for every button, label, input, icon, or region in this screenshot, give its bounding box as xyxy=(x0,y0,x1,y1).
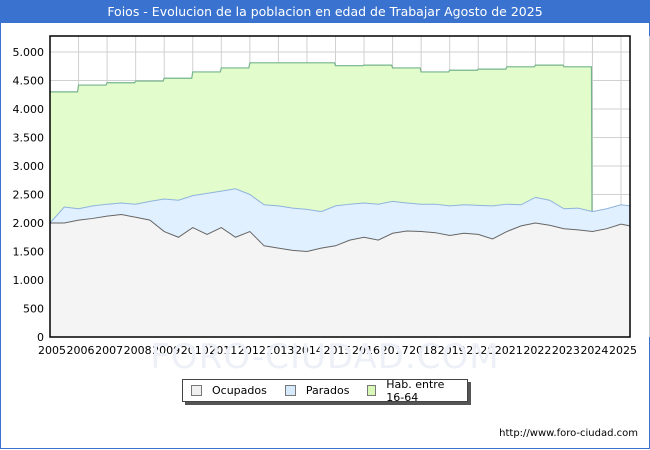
series-areas xyxy=(49,62,631,338)
x-tick-label: 2018 xyxy=(409,344,437,357)
x-tick-label: 2015 xyxy=(324,344,352,357)
chart-title: Foios - Evolucion de la poblacion en eda… xyxy=(0,0,650,23)
source-url: http://www.foro-ciudad.com xyxy=(499,428,638,439)
legend-item-ocupados: Ocupados xyxy=(191,384,267,397)
x-tick-label: 2021 xyxy=(495,344,523,357)
legend-label: Hab. entre 16-64 xyxy=(386,377,445,404)
y-axis-ticks: 0 500 1.000 1.500 2.000 2.500 3.000 3.500 4.000 4… xyxy=(13,46,45,344)
x-tick-label: 2014 xyxy=(295,344,323,357)
x-tick-label: 2011 xyxy=(209,344,237,357)
x-tick-label: 2010 xyxy=(181,344,209,357)
y-tick-label: 1.500 xyxy=(13,246,45,259)
legend-label: Parados xyxy=(305,384,350,397)
y-tick-label: 4.500 xyxy=(13,75,45,88)
x-tick-label: 2009 xyxy=(152,344,180,357)
y-tick-label: 500 xyxy=(23,303,44,316)
plot-border xyxy=(49,35,631,338)
y-tick-label: 3.000 xyxy=(13,160,45,173)
x-tick-label: 2008 xyxy=(124,344,152,357)
y-tick-label: 5.000 xyxy=(13,46,45,59)
watermark: FORO-CIUDAD.COM xyxy=(150,337,499,377)
legend: Ocupados Parados Hab. entre 16-64 xyxy=(182,378,468,404)
x-tick-label: 2022 xyxy=(523,344,551,357)
x-tick-label: 2023 xyxy=(552,344,580,357)
x-tick-label: 2012 xyxy=(238,344,266,357)
legend-label: Ocupados xyxy=(212,384,267,397)
x-tick-label: 2017 xyxy=(381,344,409,357)
x-axis-ticks: 2005 2006 2007 2008 2009 2010 2011 2012 2013 2014… xyxy=(38,344,637,357)
legend-item-parados: Parados xyxy=(284,384,350,397)
legend-swatch-hab xyxy=(367,385,377,396)
x-tick-label: 2013 xyxy=(266,344,294,357)
y-tick-label: 2.000 xyxy=(13,217,45,230)
x-tick-label: 2007 xyxy=(95,344,123,357)
y-tick-label: 2.500 xyxy=(13,189,45,202)
x-tick-label: 2019 xyxy=(438,344,466,357)
x-tick-label: 2005 xyxy=(38,344,66,357)
legend-item-hab: Hab. entre 16-64 xyxy=(367,378,457,404)
y-tick-label: 3.500 xyxy=(13,132,45,145)
x-tick-label: 2016 xyxy=(352,344,380,357)
x-tick-label: 2025 xyxy=(609,344,637,357)
x-tick-label: 2024 xyxy=(580,344,608,357)
legend-swatch-ocupados xyxy=(191,385,202,396)
x-tick-label: 2006 xyxy=(67,344,95,357)
x-tick-label: 2020 xyxy=(466,344,494,357)
y-tick-label: 4.000 xyxy=(13,103,45,116)
legend-swatch-parados xyxy=(284,385,296,396)
y-tick-label: 0 xyxy=(37,331,44,344)
y-tick-label: 1.000 xyxy=(13,274,45,287)
